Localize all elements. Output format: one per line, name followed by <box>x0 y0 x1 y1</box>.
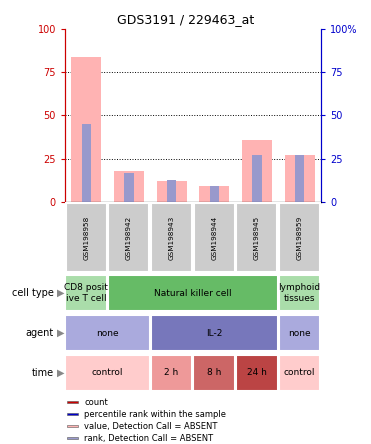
Bar <box>295 155 304 202</box>
Bar <box>279 203 320 272</box>
Text: none: none <box>288 329 311 337</box>
Bar <box>279 315 321 351</box>
Text: GSM198958: GSM198958 <box>83 215 89 260</box>
Text: percentile rank within the sample: percentile rank within the sample <box>84 409 226 419</box>
Bar <box>68 401 78 403</box>
Text: GDS3191 / 229463_at: GDS3191 / 229463_at <box>117 13 254 26</box>
Bar <box>124 173 134 202</box>
Text: ▶: ▶ <box>58 288 65 298</box>
Text: cell type: cell type <box>12 288 54 298</box>
Bar <box>65 275 107 311</box>
Text: agent: agent <box>26 328 54 338</box>
Bar <box>108 275 278 311</box>
Bar <box>167 179 176 202</box>
Bar <box>236 355 278 391</box>
Bar <box>71 56 101 202</box>
Bar <box>279 275 321 311</box>
Bar <box>66 203 107 272</box>
Text: lymphoid
tissues: lymphoid tissues <box>279 283 321 303</box>
Bar <box>194 203 235 272</box>
Bar <box>285 155 315 202</box>
Text: GSM198942: GSM198942 <box>126 215 132 260</box>
Text: time: time <box>32 368 54 378</box>
Bar <box>193 355 235 391</box>
Text: CD8 posit
ive T cell: CD8 posit ive T cell <box>64 283 108 303</box>
Text: IL-2: IL-2 <box>206 329 223 337</box>
Bar <box>114 171 144 202</box>
Bar <box>68 425 78 427</box>
Bar <box>151 203 192 272</box>
Text: rank, Detection Call = ABSENT: rank, Detection Call = ABSENT <box>84 433 213 443</box>
Bar <box>82 124 91 202</box>
Bar <box>151 315 278 351</box>
Bar <box>279 355 321 391</box>
Text: 8 h: 8 h <box>207 369 221 377</box>
Text: count: count <box>84 397 108 407</box>
Text: 24 h: 24 h <box>247 369 267 377</box>
Bar <box>157 181 187 202</box>
Text: GSM198945: GSM198945 <box>254 215 260 260</box>
Bar <box>68 413 78 415</box>
Bar <box>242 140 272 202</box>
Bar <box>236 203 278 272</box>
Bar <box>108 203 150 272</box>
Text: GSM198959: GSM198959 <box>296 215 303 260</box>
Text: GSM198944: GSM198944 <box>211 215 217 260</box>
Bar <box>199 186 229 202</box>
Text: control: control <box>284 369 315 377</box>
Bar <box>65 355 150 391</box>
Text: 2 h: 2 h <box>164 369 179 377</box>
Text: value, Detection Call = ABSENT: value, Detection Call = ABSENT <box>84 421 218 431</box>
Bar <box>252 155 262 202</box>
Text: control: control <box>92 369 123 377</box>
Text: none: none <box>96 329 119 337</box>
Text: ▶: ▶ <box>58 328 65 338</box>
Text: GSM198943: GSM198943 <box>168 215 175 260</box>
Text: ▶: ▶ <box>58 368 65 378</box>
Text: Natural killer cell: Natural killer cell <box>154 289 232 297</box>
Bar <box>210 186 219 202</box>
Bar <box>68 437 78 439</box>
Bar <box>65 315 150 351</box>
Bar <box>151 355 193 391</box>
